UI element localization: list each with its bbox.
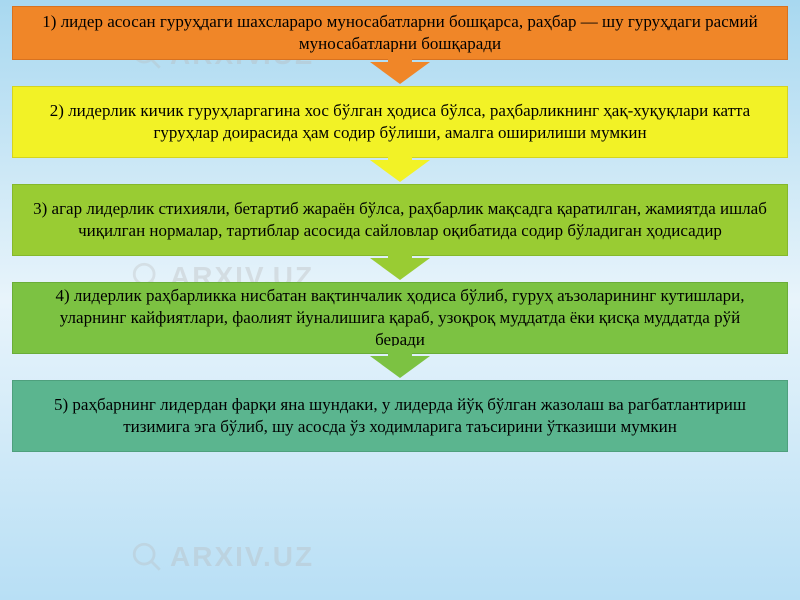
flow-arrow-1 <box>370 62 430 84</box>
watermark-3: ARXIV.UZ <box>130 540 314 574</box>
watermark-text: ARXIV.UZ <box>170 541 314 573</box>
flow-arrow-3 <box>370 258 430 280</box>
flow-box-text: 1) лидер асосан гуруҳдаги шахслараро мун… <box>33 11 767 55</box>
flow-box-text: 5) раҳбарнинг лидердан фарқи яна шундаки… <box>33 394 767 438</box>
flow-arrow-2 <box>370 160 430 182</box>
flow-box-4: 4) лидерлик раҳбарликка нисбатан вақтинч… <box>12 282 788 354</box>
flow-box-5: 5) раҳбарнинг лидердан фарқи яна шундаки… <box>12 380 788 452</box>
flow-box-2: 2) лидерлик кичик гуруҳларгагина хос бўл… <box>12 86 788 158</box>
flow-box-text: 4) лидерлик раҳбарликка нисбатан вақтинч… <box>33 285 767 351</box>
search-icon <box>130 540 164 574</box>
flow-box-3: 3) агар лидерлик стихияли, бетартиб жара… <box>12 184 788 256</box>
flow-box-text: 3) агар лидерлик стихияли, бетартиб жара… <box>33 198 767 242</box>
flow-arrow-4 <box>370 356 430 378</box>
flowchart: 1) лидер асосан гуруҳдаги шахслараро мун… <box>0 0 800 458</box>
flow-box-text: 2) лидерлик кичик гуруҳларгагина хос бўл… <box>33 100 767 144</box>
